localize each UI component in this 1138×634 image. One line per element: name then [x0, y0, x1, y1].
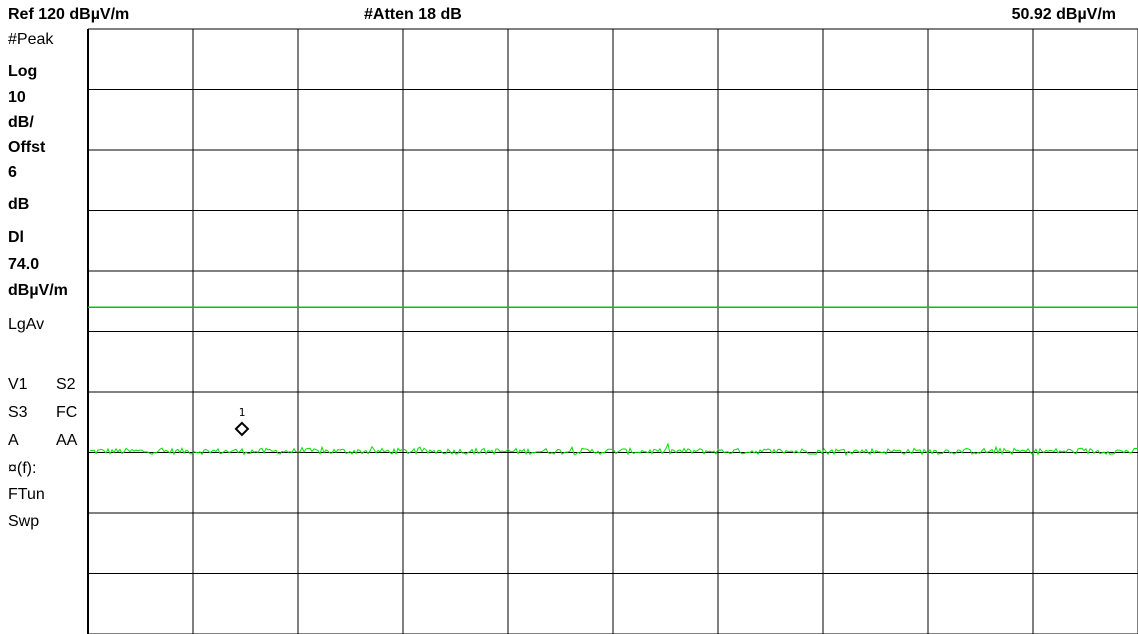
ftun-label: FTun	[8, 486, 45, 503]
scale-type-label: Log	[8, 63, 38, 80]
marker-1-diamond	[234, 421, 250, 437]
average-mode-label: LgAv	[8, 316, 45, 333]
spectrum-trace	[89, 442, 1138, 457]
scale-value-label: 10	[8, 89, 26, 106]
offset-value: 6	[8, 164, 17, 181]
sweep-label: Swp	[8, 513, 40, 530]
fc-label: FC	[56, 404, 78, 421]
display-line-value: 74.0	[8, 256, 40, 273]
attenuation-label: #Atten 18 dB	[364, 6, 462, 23]
marker-1-label: 1	[239, 406, 246, 419]
marker-readout: 50.92 dBµV/m	[1011, 6, 1116, 23]
scale-unit-label: dB/	[8, 114, 34, 131]
display-line-unit: dBµV/m	[8, 282, 68, 299]
detector-label: #Peak	[8, 31, 54, 48]
display-line-label: Dl	[8, 229, 24, 246]
offset-unit: dB	[8, 196, 30, 213]
v1-label: V1	[8, 376, 28, 393]
graticule	[87, 28, 1138, 634]
s2-label: S2	[56, 376, 76, 393]
a-label: A	[8, 432, 19, 449]
reference-level-label: Ref 120 dBµV/m	[8, 6, 130, 23]
offset-label: Offst	[8, 139, 46, 156]
aa-label: AA	[56, 432, 78, 449]
ft-label: ¤(f):	[8, 460, 37, 477]
s3-label: S3	[8, 404, 28, 421]
